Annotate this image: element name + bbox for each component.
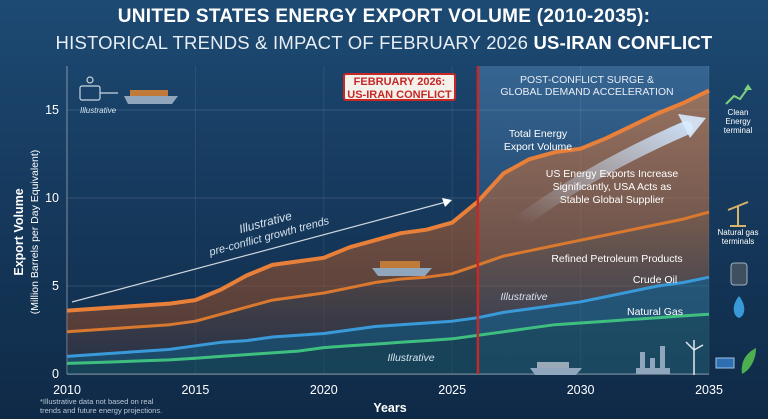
x-tick-2030: 2030 [567, 383, 595, 397]
oil-pump-icon [727, 201, 749, 227]
illustrative-mid-label: Illustrative [500, 291, 547, 303]
event-line1: FEBRUARY 2026: [353, 76, 446, 88]
footnote: *Illustrative data not based on real tre… [40, 397, 220, 415]
gas-terminal-line2: terminals [722, 237, 754, 246]
increase-label-line2: Significantly, USA Acts as [553, 181, 672, 193]
increase-label-line3: Stable Global Supplier [560, 194, 665, 206]
clean-terminal-line3: terminal [724, 126, 753, 135]
footnote-line2: trends and future energy projections. [40, 406, 163, 415]
pre-trend-arrow [71, 201, 447, 303]
crude-series-label: Crude Oil [633, 274, 677, 286]
increase-label-line1: US Energy Exports Increase [546, 168, 679, 180]
crude-oil-line [66, 275, 710, 358]
pre-trend-arrowhead [442, 198, 452, 207]
x-tick-2010: 2010 [53, 383, 81, 397]
y-tick-5: 5 [52, 279, 59, 293]
tanker-ship-icon-bottom [530, 362, 582, 375]
natural-gas-line [66, 312, 710, 365]
x-tick-2025: 2025 [438, 383, 466, 397]
post-label-line1: POST-CONFLICT SURGE & [520, 74, 654, 86]
title-block: UNITED STATES ENERGY EXPORT VOLUME (2010… [0, 6, 768, 54]
total-label-line2: Export Volume [504, 141, 572, 153]
event-callout: FEBRUARY 2026: US-IRAN CONFLICT [343, 73, 456, 101]
gas-flame-icon [733, 296, 745, 318]
tanker-ship-icon-mid [372, 261, 432, 276]
gas-terminal-line1: Natural gas [718, 228, 759, 237]
illustrative-top-label: Illustrative [80, 106, 117, 115]
oil-barrel-icon [730, 262, 748, 286]
total-label-line1: Total Energy [509, 128, 568, 140]
post-label-line2: GLOBAL DEMAND ACCELERATION [500, 86, 674, 98]
y-axis-sublabel: (Million Barrels per Day Equivalent) [29, 150, 41, 315]
subtitle-part-b: US-IRAN CONFLICT [533, 32, 713, 53]
growth-chart-icon [725, 84, 752, 105]
surge-arrow [513, 121, 693, 229]
footnote-line1: *Illustrative data not based on real [40, 397, 154, 406]
x-tick-2035: 2035 [695, 383, 723, 397]
illustrative-bottom-label: Illustrative [387, 352, 434, 364]
total-energy-line [66, 88, 710, 313]
wind-turbine-icon [685, 340, 704, 375]
crude-band [67, 277, 709, 364]
solar-leaf-icon [715, 348, 756, 374]
chart-title: UNITED STATES ENERGY EXPORT VOLUME (2010… [117, 6, 651, 27]
y-ticks: 0 5 10 15 [45, 103, 59, 381]
gas-series-label: Natural Gas [627, 306, 683, 318]
y-axis-label: Export Volume [12, 188, 26, 275]
post-conflict-label: POST-CONFLICT SURGE & GLOBAL DEMAND ACCE… [478, 74, 696, 98]
refinery-icon [636, 346, 670, 374]
y-tick-15: 15 [45, 103, 59, 117]
surge-arrowhead [678, 114, 706, 138]
x-axis-label: Years [373, 401, 406, 415]
tanker-ship-icon-top [124, 90, 178, 104]
pipeline-icon [79, 76, 118, 101]
clean-terminal-line2: Energy [725, 117, 750, 126]
y-tick-0: 0 [52, 367, 59, 381]
refined-series-label: Refined Petroleum Products [551, 253, 682, 265]
chart-subtitle: HISTORICAL TRENDS & IMPACT OF FEBRUARY 2… [0, 32, 768, 54]
series-lines [66, 88, 710, 365]
x-ticks: 2010 2015 2020 2025 2030 2035 [53, 383, 723, 397]
x-tick-2020: 2020 [310, 383, 338, 397]
x-tick-2015: 2015 [181, 383, 209, 397]
y-tick-10: 10 [45, 191, 59, 205]
subtitle-part-a: HISTORICAL TRENDS & IMPACT OF FEBRUARY 2… [55, 32, 529, 53]
event-line2: US-IRAN CONFLICT [347, 89, 452, 101]
clean-terminal-line1: Clean [728, 108, 749, 117]
refined-petroleum-line [66, 210, 710, 334]
